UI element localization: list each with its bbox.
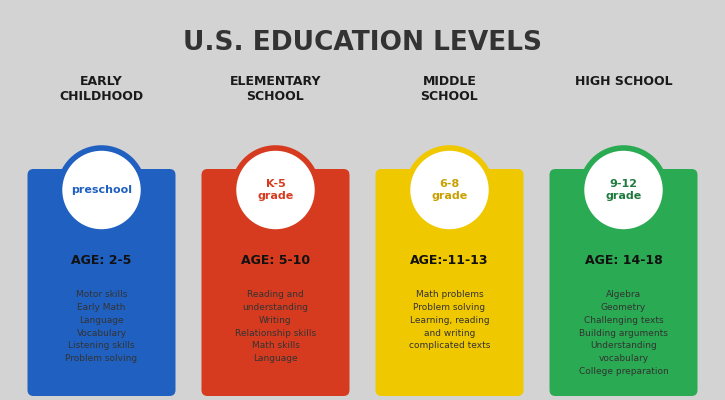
Text: K-5
grade: K-5 grade xyxy=(257,179,294,201)
Ellipse shape xyxy=(233,148,318,232)
Text: AGE:-11-13: AGE:-11-13 xyxy=(410,254,489,266)
Text: MIDDLE
SCHOOL: MIDDLE SCHOOL xyxy=(420,75,478,103)
Text: 9-12
grade: 9-12 grade xyxy=(605,179,642,201)
FancyBboxPatch shape xyxy=(550,169,697,396)
Text: ELEMENTARY
SCHOOL: ELEMENTARY SCHOOL xyxy=(230,75,321,103)
FancyBboxPatch shape xyxy=(376,169,523,396)
Text: EARLY
CHILDHOOD: EARLY CHILDHOOD xyxy=(59,75,144,103)
FancyBboxPatch shape xyxy=(202,169,349,396)
Text: preschool: preschool xyxy=(71,185,132,195)
Text: 6-8
grade: 6-8 grade xyxy=(431,179,468,201)
Ellipse shape xyxy=(581,148,666,232)
Text: U.S. EDUCATION LEVELS: U.S. EDUCATION LEVELS xyxy=(183,30,542,56)
Text: Algebra
Geometry
Challenging texts
Building arguments
Understanding
vocabulary
C: Algebra Geometry Challenging texts Build… xyxy=(579,290,668,376)
Text: Reading and
understanding
Writing
Relationship skills
Math skills
Language: Reading and understanding Writing Relati… xyxy=(235,290,316,363)
Text: HIGH SCHOOL: HIGH SCHOOL xyxy=(575,75,672,88)
Ellipse shape xyxy=(59,148,144,232)
Text: Math problems
Problem solving
Learning, reading
and writing
complicated texts: Math problems Problem solving Learning, … xyxy=(409,290,490,350)
Text: AGE: 5-10: AGE: 5-10 xyxy=(241,254,310,266)
Text: AGE: 2-5: AGE: 2-5 xyxy=(71,254,132,266)
FancyBboxPatch shape xyxy=(28,169,175,396)
Text: AGE: 14-18: AGE: 14-18 xyxy=(584,254,663,266)
Ellipse shape xyxy=(407,148,492,232)
Text: Motor skills
Early Math
Language
Vocabulary
Listening skills
Problem solving: Motor skills Early Math Language Vocabul… xyxy=(65,290,138,363)
